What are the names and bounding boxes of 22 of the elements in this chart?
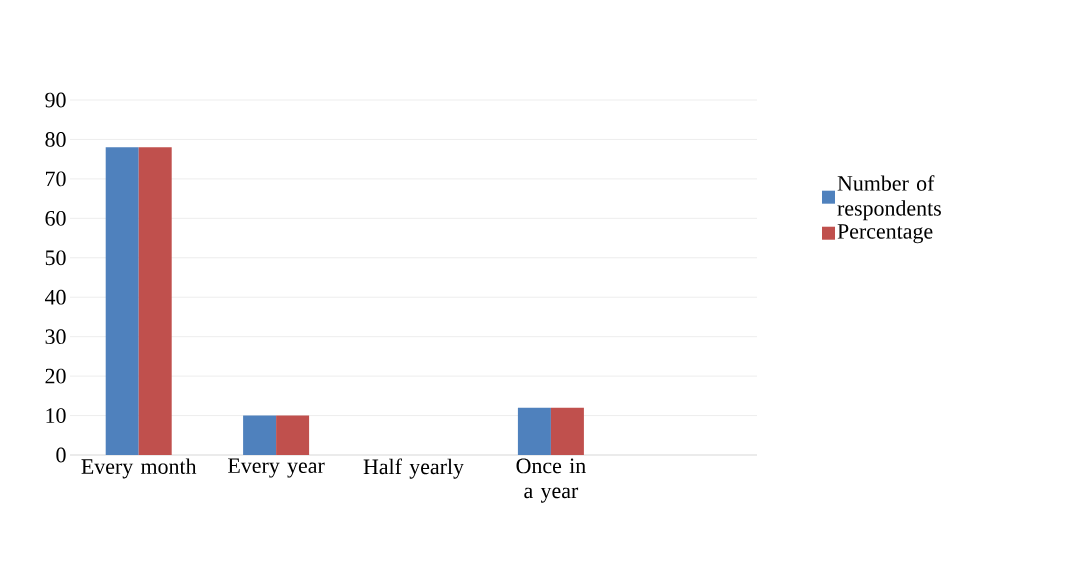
x-tick-label: Half yearly: [363, 458, 464, 479]
legend-label: Percentage: [837, 224, 933, 244]
bar: [105, 147, 139, 455]
bar: [138, 147, 172, 455]
y-tick-label: 70: [46, 171, 66, 187]
legend-label: Number of respondents: [837, 175, 941, 221]
y-tick-label: 90: [45, 92, 66, 108]
y-tick-label: 30: [45, 329, 66, 345]
bar: [243, 415, 277, 455]
y-tick-label: 20: [45, 368, 66, 384]
y-tick-label: 50: [45, 250, 66, 266]
bar: [550, 407, 584, 455]
bar: [276, 415, 310, 455]
x-tick-label: Every month: [81, 458, 197, 479]
y-tick-label: 0: [56, 447, 66, 463]
x-tick-label: Every year: [228, 458, 325, 478]
y-tick-label: 60: [45, 210, 66, 226]
bar: [517, 407, 551, 455]
x-tick-label: Once in a year: [516, 458, 586, 503]
y-tick-label: 80: [45, 132, 66, 147]
y-tick-label: 40: [44, 289, 66, 305]
y-tick-label: 10: [46, 408, 66, 423]
